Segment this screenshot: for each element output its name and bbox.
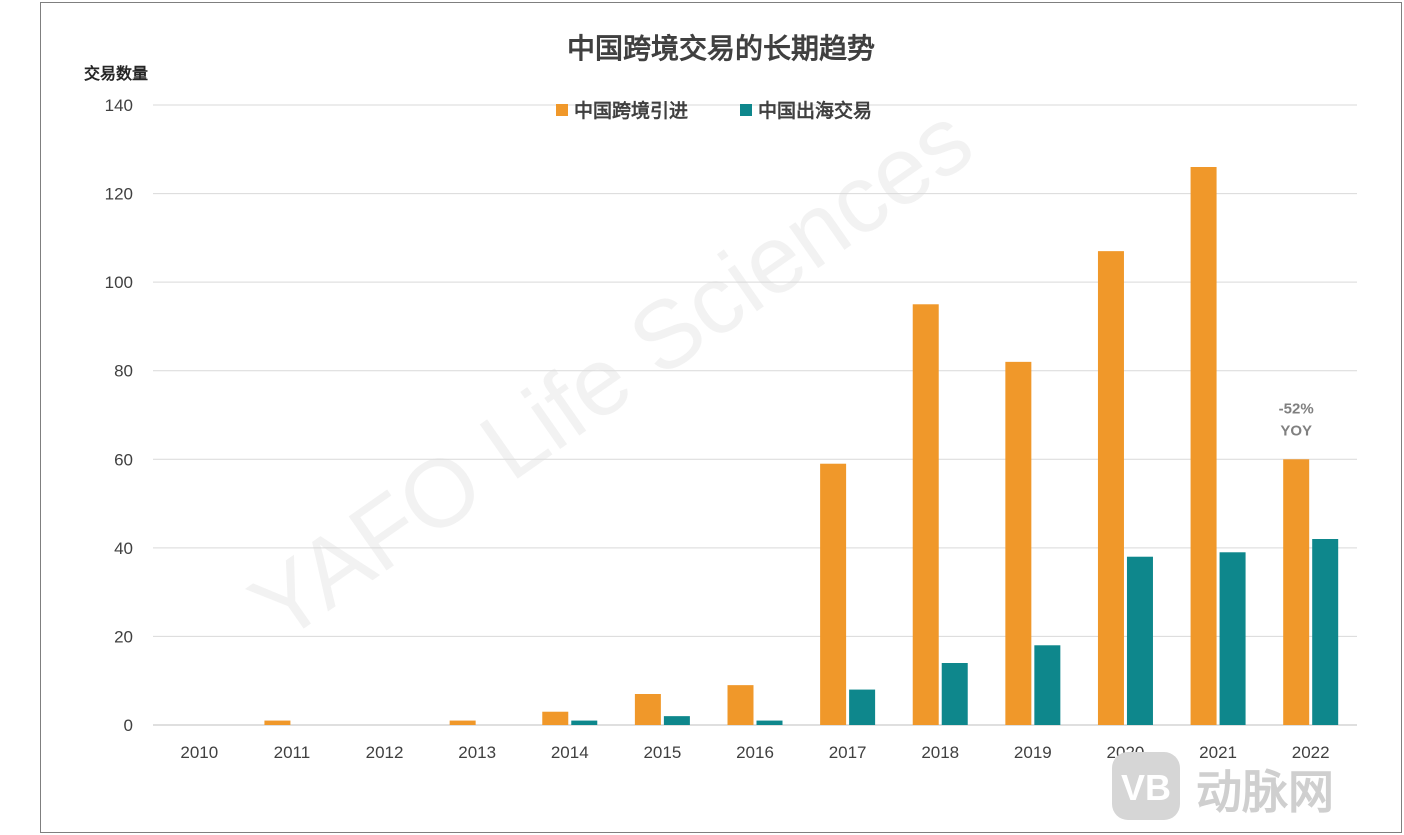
x-tick-label: 2010 xyxy=(180,743,218,762)
bar-inbound xyxy=(912,304,939,725)
legend-swatch xyxy=(740,104,752,116)
y-tick-label: 60 xyxy=(114,450,133,469)
x-tick-label: 2021 xyxy=(1199,743,1237,762)
bar-inbound xyxy=(1097,251,1124,725)
bar-outbound xyxy=(1312,539,1339,725)
logo-text: 动脉网 xyxy=(1196,765,1334,819)
logo: VB 动脉网 xyxy=(1112,752,1334,820)
legend-swatch xyxy=(556,104,568,116)
y-tick-label: 120 xyxy=(105,185,133,204)
chart-frame xyxy=(40,2,1402,833)
bar-inbound xyxy=(1005,361,1032,725)
bar-inbound xyxy=(634,694,661,725)
y-tick-label: 100 xyxy=(105,273,133,292)
x-tick-label: 2018 xyxy=(921,743,959,762)
bar-inbound xyxy=(1283,459,1310,725)
y-tick-label: 80 xyxy=(114,362,133,381)
bar-outbound xyxy=(571,720,598,725)
y-tick-labels: 0 20 40 60 80 100 120 140 xyxy=(105,96,133,735)
bar-inbound xyxy=(820,463,847,725)
x-tick-label: 2022 xyxy=(1292,743,1330,762)
x-tick-labels: 2010 2011 2012 2013 2014 2015 2016 2017 2018 2019… xyxy=(180,743,1329,762)
bar-inbound xyxy=(449,720,476,725)
watermark-text: YAFO Life Sciences xyxy=(232,85,991,661)
legend-label: 中国跨境引进 xyxy=(574,99,688,122)
x-tick-label: 2012 xyxy=(366,743,404,762)
x-tick-label: 2017 xyxy=(829,743,867,762)
bar-outbound xyxy=(756,720,783,725)
annotation-label: YOY xyxy=(1280,422,1312,439)
logo-mark-icon xyxy=(1112,752,1180,820)
chart-title: 中国跨境交易的长期趋势 xyxy=(567,32,875,65)
bar-inbound xyxy=(727,685,754,725)
annotations: -52% YOY xyxy=(1279,400,1314,439)
y-tick-label: 20 xyxy=(114,627,133,646)
bar-inbound xyxy=(542,711,569,725)
bar-outbound xyxy=(941,663,968,725)
bar-inbound xyxy=(1190,167,1217,725)
bar-outbound xyxy=(1126,556,1153,725)
y-axis-title: 交易数量 xyxy=(84,64,148,83)
bar-outbound xyxy=(1034,645,1061,725)
logo-mark-text: VB xyxy=(1121,767,1171,808)
y-tick-label: 140 xyxy=(105,96,133,115)
bars xyxy=(264,167,1339,725)
x-tick-label: 2015 xyxy=(643,743,681,762)
y-tick-label: 0 xyxy=(124,716,133,735)
x-tick-label: 2011 xyxy=(274,743,311,762)
x-tick-label: 2014 xyxy=(551,743,589,762)
bar-inbound xyxy=(264,720,291,725)
bar-outbound xyxy=(849,689,876,725)
bar-outbound xyxy=(663,716,690,725)
x-tick-label: 2019 xyxy=(1014,743,1052,762)
legend-label: 中国出海交易 xyxy=(758,99,872,122)
y-tick-label: 40 xyxy=(114,539,133,558)
x-tick-label: 2013 xyxy=(458,743,496,762)
legend: 中国跨境引进 中国出海交易 xyxy=(556,99,872,122)
bar-outbound xyxy=(1219,552,1246,725)
x-tick-label: 2016 xyxy=(736,743,774,762)
gridlines xyxy=(153,104,1357,726)
annotation-label: -52% xyxy=(1279,400,1314,417)
